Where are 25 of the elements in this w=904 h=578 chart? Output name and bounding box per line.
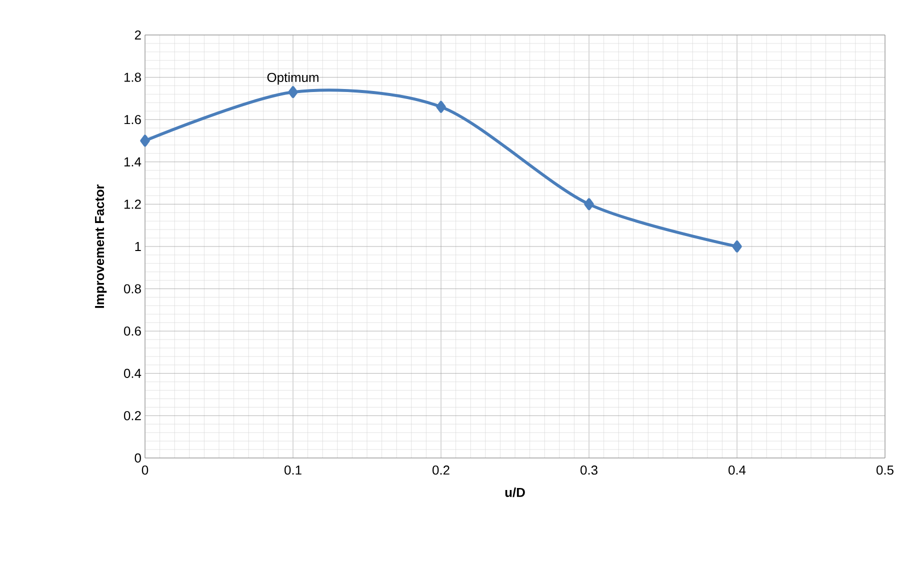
y-tick-label: 2 — [134, 30, 141, 40]
y-tick-label: 0.8 — [124, 284, 141, 294]
x-tick-label: 0.4 — [728, 466, 746, 475]
y-tick-label: 1 — [135, 242, 141, 251]
y-tick-label: 1.8 — [124, 72, 141, 82]
y-tick-label: 1.6 — [124, 114, 141, 124]
x-axis-title: u/D — [505, 488, 525, 498]
point — [584, 198, 594, 210]
point — [140, 134, 150, 147]
point — [288, 86, 298, 98]
x-tick-label: 0.2 — [432, 466, 450, 475]
x-tick-label: 0 — [142, 466, 148, 475]
y-tick-label: 0 — [134, 453, 141, 463]
x-tick-label: 0.3 — [580, 466, 598, 475]
annotation: Optimum — [267, 72, 318, 85]
point — [732, 240, 742, 252]
x-tick-label: 0.5 — [876, 466, 894, 475]
y-tick-label: 0.6 — [124, 326, 141, 336]
point — [436, 100, 446, 113]
y-tick-label: 1.4 — [124, 157, 142, 166]
x-tick-label: 0.1 — [284, 466, 302, 475]
y-tick-label: 0.4 — [124, 368, 142, 378]
y-tick-label: 1.2 — [124, 200, 141, 209]
y-tick-label: 0.2 — [124, 411, 141, 420]
y-axis-title: Improvement Factor — [95, 184, 107, 308]
